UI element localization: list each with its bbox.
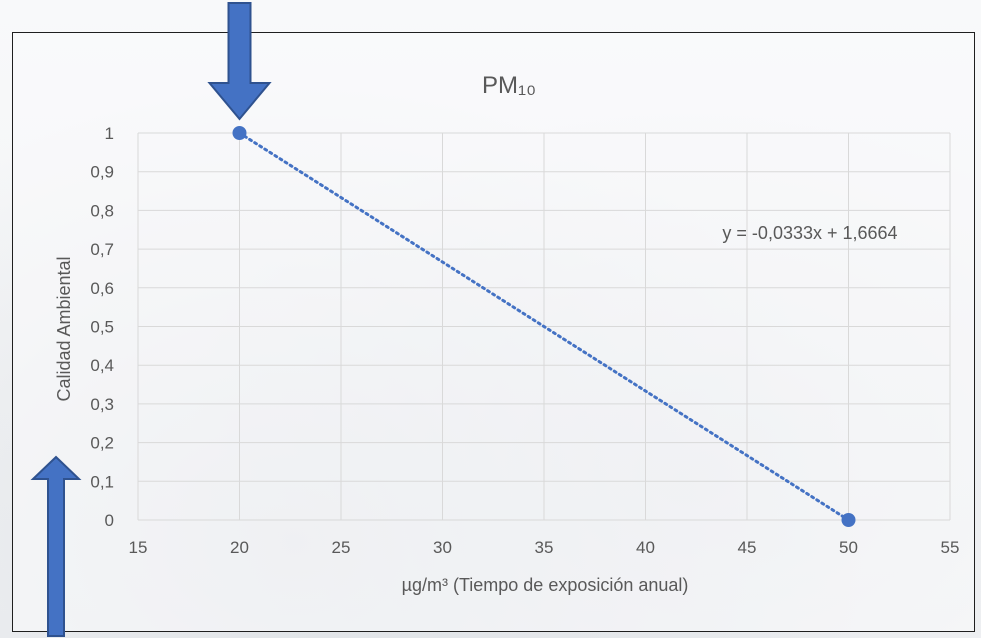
trendline-equation: y = -0,0333x + 1,6664 [722,223,897,243]
x-tick-label: 55 [941,538,960,557]
x-tick-label: 35 [535,538,554,557]
x-axis-label: µg/m³ (Tiempo de exposición anual) [402,575,689,595]
y-tick-label: 0,1 [90,472,114,491]
x-tick-label: 20 [230,538,249,557]
up-arrow-icon [30,455,82,637]
trendline [238,131,850,522]
y-tick-label: 0,2 [90,434,114,453]
x-tick-labels: 15 20 25 30 35 40 45 50 55 [129,538,960,557]
x-tick-label: 25 [332,538,351,557]
y-tick-label: 0,5 [90,318,114,337]
y-tick-label: 0,6 [90,279,114,298]
y-tick-label: 0,7 [90,240,114,259]
chart-frame [12,32,975,632]
points-layer [232,126,856,527]
y-axis-label: Calidad Ambiental [54,256,74,401]
down-arrow-icon [207,2,272,121]
y-tick-label: 0,3 [90,395,114,414]
data-point-0 [232,126,247,140]
y-tick-label: 0,4 [90,356,114,375]
trendline-layer [238,131,850,522]
data-point-1 [841,513,856,527]
y-tick-label: 0,9 [90,163,114,182]
x-tick-label: 45 [738,538,757,557]
y-tick-label: 0,8 [90,201,114,220]
arrows-layer [30,2,272,637]
x-tick-label: 15 [129,538,148,557]
x-tick-label: 40 [636,538,655,557]
y-tick-label: 1 [105,124,114,143]
chart-title: PM₁₀ [482,72,536,99]
x-tick-label: 50 [839,538,858,557]
y-tick-label: 0 [105,511,114,530]
x-tick-label: 30 [433,538,452,557]
y-tick-labels: 0 0,1 0,2 0,3 0,4 0,5 0,6 0,7 0,8 0,9 1 [90,124,114,530]
